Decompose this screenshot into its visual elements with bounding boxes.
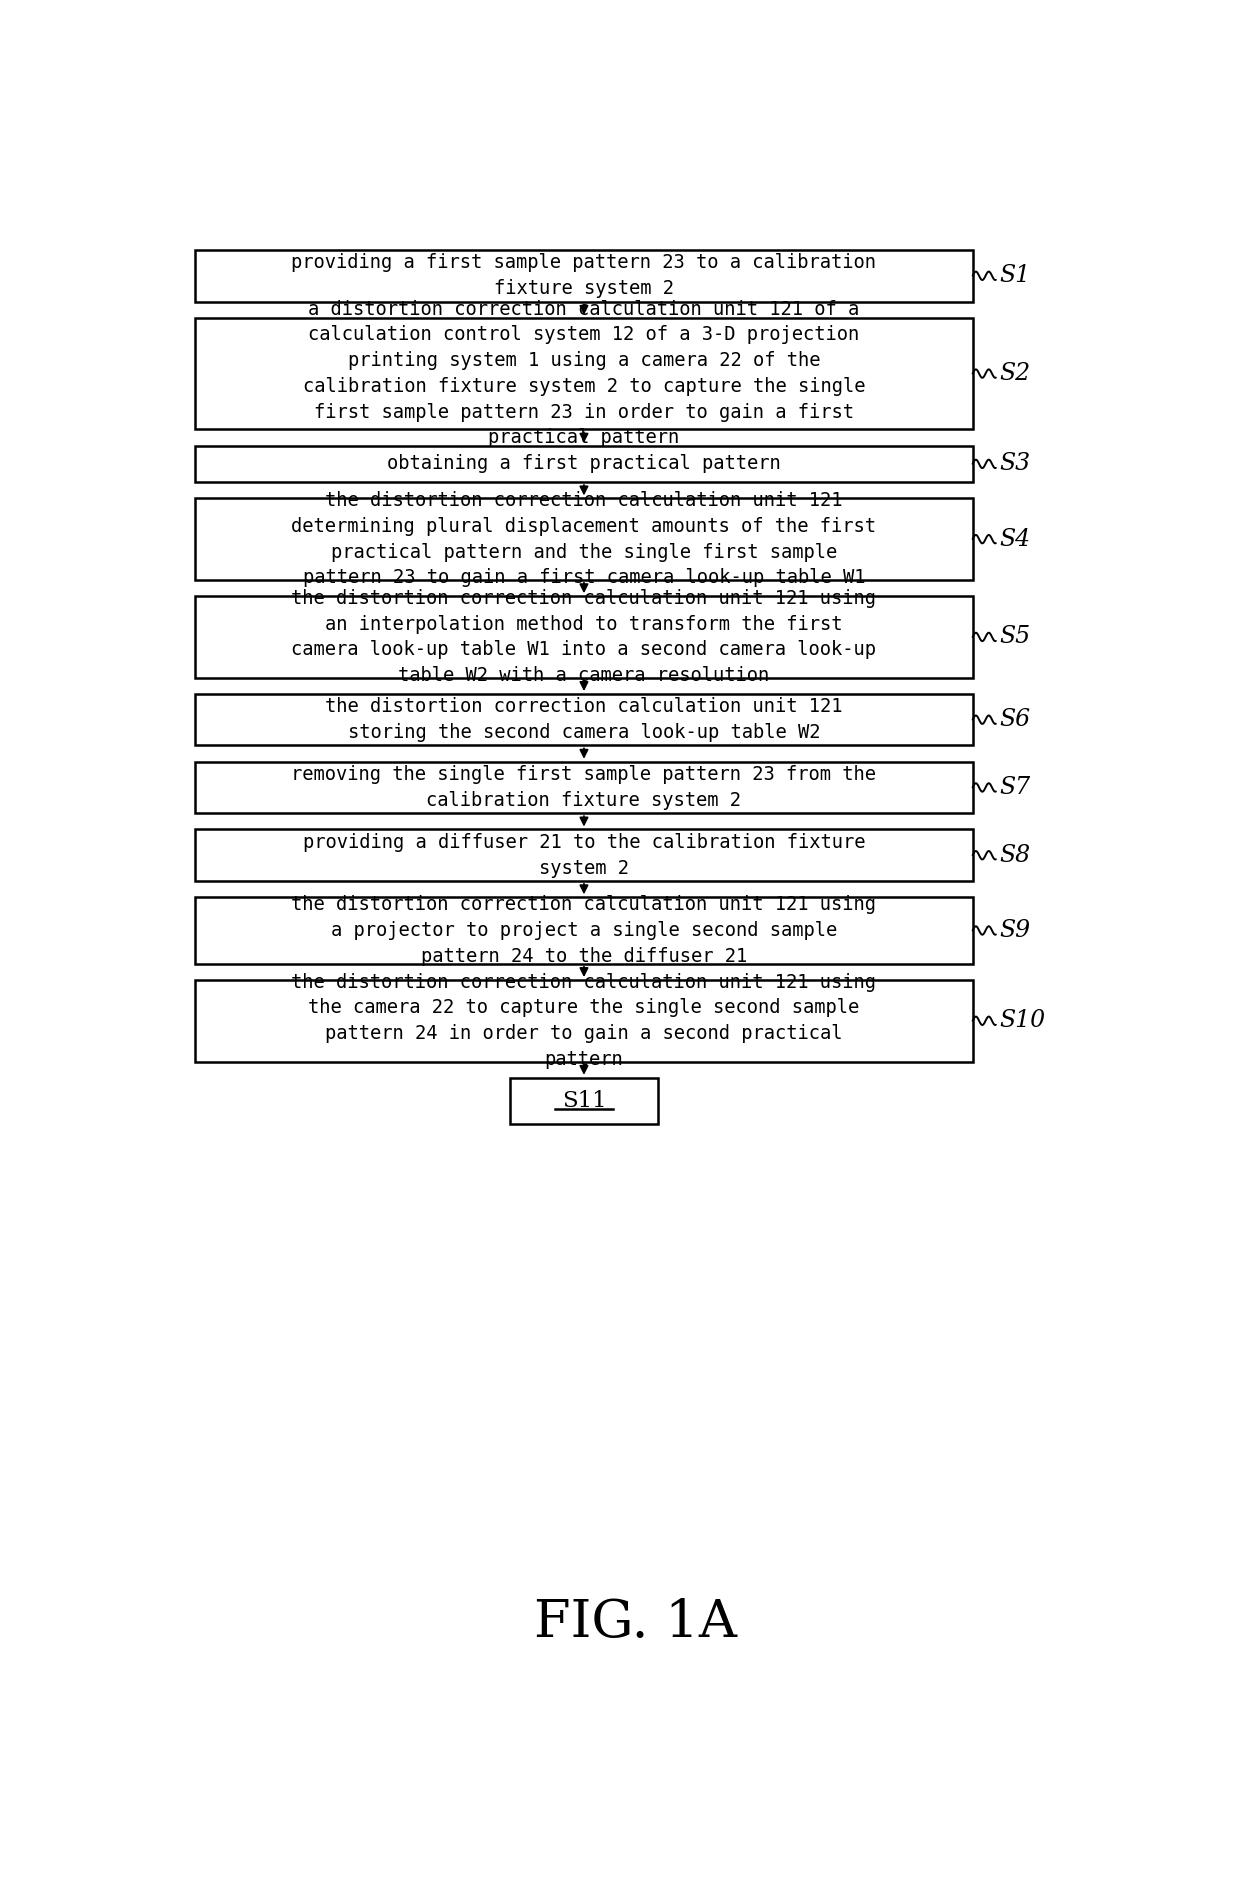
Text: S7: S7: [999, 776, 1030, 798]
Bar: [196, 980, 972, 1061]
Text: a distortion correction calculation unit 121 of a
calculation control system 12 : a distortion correction calculation unit…: [303, 300, 866, 447]
Text: the distortion correction calculation unit 121 using
an interpolation method to : the distortion correction calculation un…: [291, 590, 877, 685]
Text: S1: S1: [999, 265, 1030, 287]
Text: providing a first sample pattern 23 to a calibration
fixture system 2: providing a first sample pattern 23 to a…: [291, 254, 877, 299]
Text: S2: S2: [999, 362, 1030, 385]
Text: obtaining a first practical pattern: obtaining a first practical pattern: [387, 454, 781, 473]
Bar: [196, 693, 972, 746]
Text: the distortion correction calculation unit 121 using
the camera 22 to capture th: the distortion correction calculation un…: [291, 973, 877, 1069]
Bar: [196, 762, 972, 813]
Bar: [196, 250, 972, 302]
Text: S8: S8: [999, 843, 1030, 868]
Text: the distortion correction calculation unit 121
determining plural displacement a: the distortion correction calculation un…: [291, 490, 877, 588]
Text: S9: S9: [999, 918, 1030, 943]
Bar: [196, 498, 972, 580]
Text: the distortion correction calculation unit 121
storing the second camera look-up: the distortion correction calculation un…: [325, 697, 843, 742]
Text: S6: S6: [999, 708, 1030, 731]
Text: S3: S3: [999, 453, 1030, 475]
Text: S5: S5: [999, 625, 1030, 648]
Text: the distortion correction calculation unit 121 using
a projector to project a si: the distortion correction calculation un…: [291, 896, 877, 965]
Bar: [196, 317, 972, 430]
Text: providing a diffuser 21 to the calibration fixture
system 2: providing a diffuser 21 to the calibrati…: [303, 832, 866, 877]
Text: removing the single first sample pattern 23 from the
calibration fixture system : removing the single first sample pattern…: [291, 764, 877, 809]
Bar: [196, 898, 972, 963]
Bar: [196, 595, 972, 678]
Bar: [196, 445, 972, 483]
Text: S10: S10: [999, 1008, 1045, 1033]
Text: FIG. 1A: FIG. 1A: [534, 1598, 737, 1649]
Text: S11: S11: [562, 1089, 606, 1112]
Bar: [196, 830, 972, 881]
Bar: [511, 1078, 657, 1123]
Text: S4: S4: [999, 528, 1030, 550]
